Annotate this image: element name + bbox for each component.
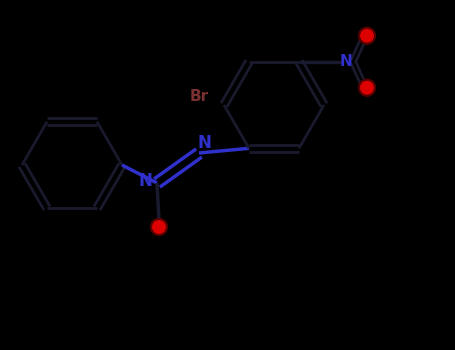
Text: Br: Br [189, 90, 208, 105]
Text: N: N [197, 134, 211, 152]
Circle shape [359, 28, 375, 44]
Circle shape [151, 219, 167, 235]
Text: N: N [339, 54, 352, 69]
Text: N: N [138, 172, 152, 190]
Circle shape [359, 80, 375, 96]
